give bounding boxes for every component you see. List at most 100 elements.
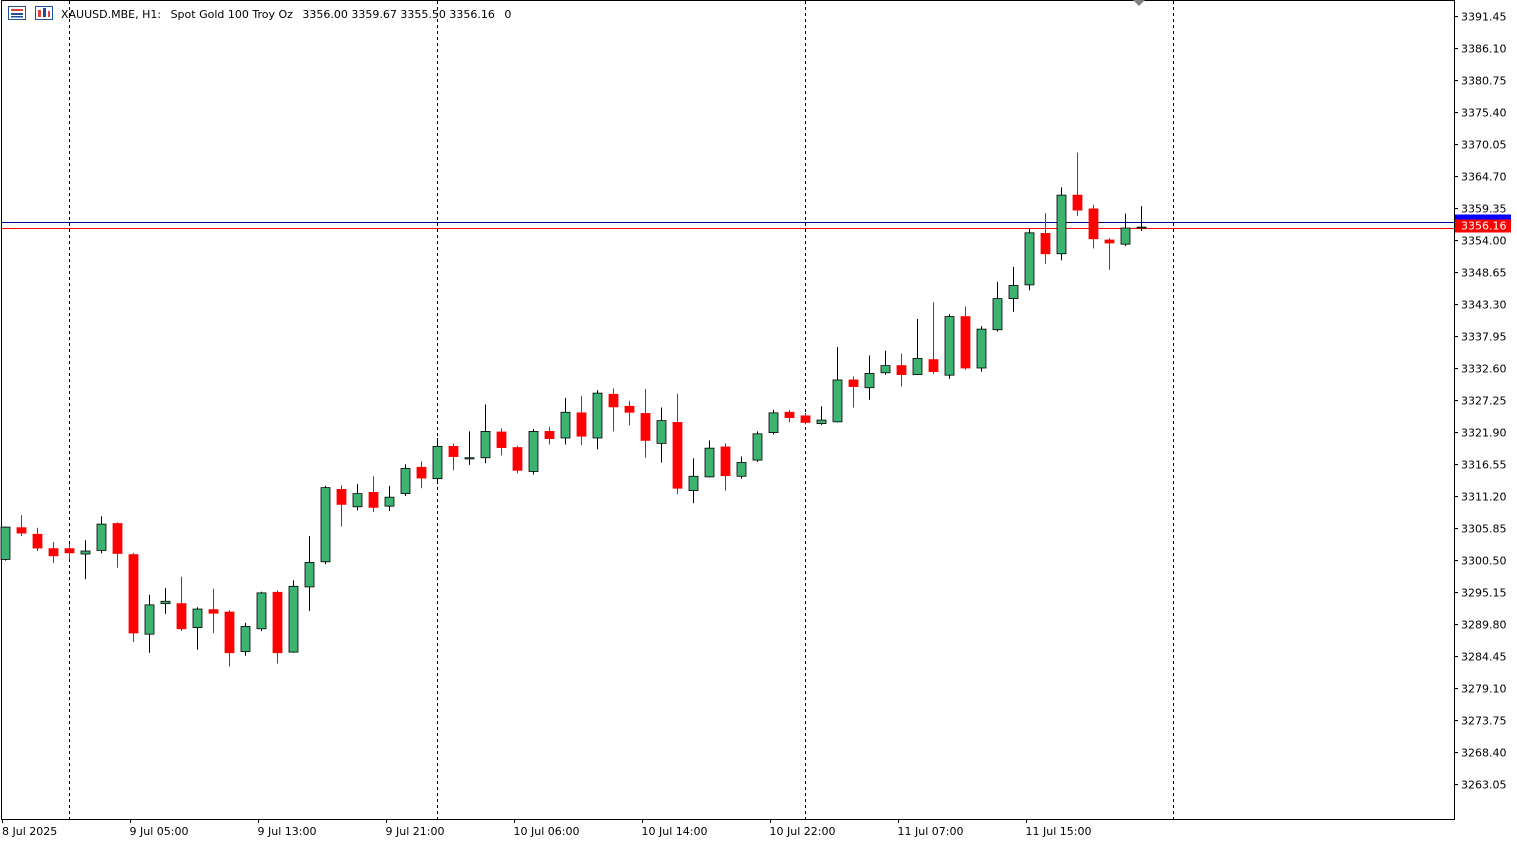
chart-shift-marker-icon[interactable] <box>1133 0 1145 6</box>
symbol-label: XAUUSD.MBE, H1: <box>61 8 161 21</box>
candle-body-bearish <box>512 447 523 471</box>
x-tick-label: 9 Jul 21:00 <box>386 825 445 838</box>
y-tick-label: 3305.85 <box>1461 523 1507 536</box>
candle <box>768 409 779 435</box>
candle-body-bullish <box>912 358 923 375</box>
candle <box>560 397 571 445</box>
candle-body-bullish <box>736 462 747 477</box>
candle-body-bullish <box>352 493 363 508</box>
candle <box>592 390 603 450</box>
candle-body-bullish <box>144 604 155 635</box>
y-tick-label: 3332.60 <box>1461 363 1507 376</box>
candle-body-bullish <box>240 625 251 652</box>
candle-body-bullish <box>0 526 11 560</box>
candle-body-bearish <box>896 365 907 375</box>
y-tick-label: 3316.55 <box>1461 459 1507 472</box>
candle <box>0 526 11 561</box>
candle-body-bearish <box>800 415 811 423</box>
chart-window-icon[interactable] <box>8 6 26 20</box>
candle <box>672 393 683 495</box>
candle <box>816 406 827 425</box>
candle <box>688 458 699 504</box>
candle-body-bullish <box>688 475 699 492</box>
candle-body-bullish <box>752 433 763 461</box>
candle <box>640 388 651 458</box>
candle <box>1088 204 1099 249</box>
y-tick-label: 3327.25 <box>1461 395 1507 408</box>
chart-bars-icon[interactable] <box>35 6 53 20</box>
candle-body-bullish <box>1136 226 1147 229</box>
symbol-description: Spot Gold 100 Troy Oz <box>171 8 294 21</box>
y-tick-label: 3348.65 <box>1461 267 1507 280</box>
y-tick-label: 3295.15 <box>1461 587 1507 600</box>
candle-body-bullish <box>992 298 1003 331</box>
candle <box>240 622 251 656</box>
candle <box>32 527 43 552</box>
candle-body-bullish <box>256 592 267 630</box>
candle <box>704 440 715 478</box>
candle <box>1056 187 1067 261</box>
candle <box>880 350 891 375</box>
candle <box>976 326 987 372</box>
candles <box>0 152 1147 667</box>
candle-body-bullish <box>304 561 315 588</box>
candle <box>224 610 235 667</box>
candle <box>720 443 731 491</box>
x-tick-label: 9 Jul 05:00 <box>130 825 189 838</box>
x-tick-label: 8 Jul 2025 <box>2 825 57 838</box>
candle <box>16 515 27 537</box>
candle-body-bullish <box>560 411 571 439</box>
candle <box>128 552 139 642</box>
x-tick-label: 11 Jul 07:00 <box>898 825 964 838</box>
candle-body-bearish <box>672 422 683 489</box>
candle <box>272 590 283 664</box>
period-separators <box>69 1 1174 819</box>
candle <box>192 607 203 650</box>
candle <box>1008 266 1019 312</box>
candle-body-bullish <box>832 379 843 423</box>
candle <box>64 543 75 560</box>
time-axis[interactable]: 8 Jul 2025 9 Jul 05:00 9 Jul 13:00 9 Jul 21… <box>2 819 1091 838</box>
candle-body-bearish <box>368 492 379 508</box>
y-tick-label: 3263.05 <box>1461 779 1507 792</box>
candle-body-bullish <box>1008 285 1019 300</box>
candle-body-bullish <box>160 600 171 605</box>
plot-area[interactable] <box>1 0 1455 820</box>
candle-body-bullish <box>976 328 987 369</box>
candle <box>896 353 907 387</box>
candle <box>944 314 955 379</box>
price-axis[interactable]: 3391.45 3386.10 3380.75 3375.40 3370.05 3364.… <box>1454 11 1511 792</box>
candle <box>1072 152 1083 217</box>
candle-body-bearish <box>928 359 939 372</box>
candle <box>1040 213 1051 264</box>
candle-body-bearish <box>272 591 283 654</box>
y-tick-label: 3311.20 <box>1461 491 1507 504</box>
candle-body-bullish <box>480 431 491 459</box>
candle-body-bullish <box>288 585 299 653</box>
candle <box>384 485 395 511</box>
candle-body-bullish <box>432 445 443 480</box>
chart-header: XAUUSD.MBE, H1: Spot Gold 100 Troy Oz 33… <box>8 6 511 21</box>
y-tick-label: 3268.40 <box>1461 747 1507 760</box>
candle-body-bullish <box>384 496 395 507</box>
y-tick-label: 3273.75 <box>1461 715 1507 728</box>
candle-body-bearish <box>848 379 859 387</box>
candle-body-bearish <box>208 609 219 614</box>
candle-body-bearish <box>1040 233 1051 255</box>
y-tick-label: 3337.95 <box>1461 331 1507 344</box>
candle-body-bullish <box>816 419 827 425</box>
candle-body-bearish <box>64 548 75 554</box>
candle <box>1104 238 1115 270</box>
candle-body-bullish <box>1056 194 1067 255</box>
y-tick-label: 3391.45 <box>1461 11 1507 24</box>
candle-body-bearish <box>48 548 59 557</box>
candle-body-bullish <box>320 487 331 563</box>
candle <box>928 302 939 374</box>
candle <box>352 484 363 511</box>
y-tick-label: 3289.80 <box>1461 619 1507 632</box>
y-tick-label: 3321.90 <box>1461 427 1507 440</box>
candle <box>256 591 267 632</box>
candle <box>864 355 875 400</box>
ask-price-tag <box>1455 214 1511 220</box>
